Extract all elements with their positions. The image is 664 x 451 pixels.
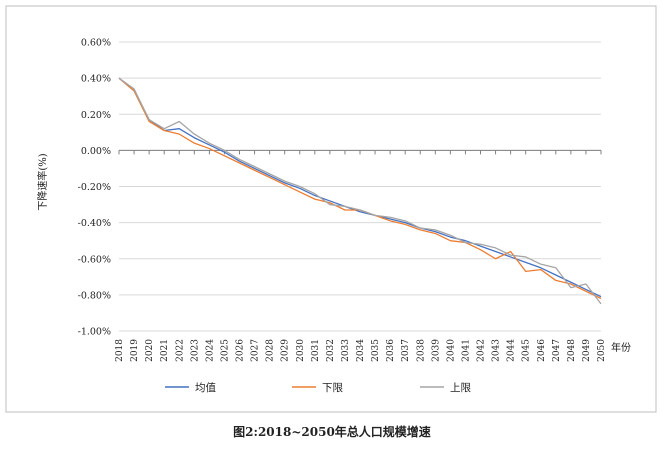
x-tick-label: 2047 [552,339,562,362]
x-tick-label: 2037 [401,339,411,362]
y-axis-title: 下降速率(%) [36,153,49,210]
x-tick-label: 2023 [190,339,200,362]
chart-border [5,5,657,413]
x-tick-label: 2042 [477,339,487,362]
x-tick-label: 2040 [446,339,456,362]
x-tick-label: 2022 [175,339,185,362]
gridlines [119,41,601,332]
x-tick-label: 2035 [371,339,381,362]
x-tick-label: 2043 [492,339,502,362]
x-tick-label: 2026 [236,339,246,362]
y-tick-label: 0.00% [81,146,111,157]
x-tick-label: 2028 [266,339,276,362]
x-tick-label: 2025 [220,339,230,362]
x-tick-label: 2048 [567,339,577,362]
x-tick-label: 2044 [507,339,517,362]
legend-label: 上限 [450,382,471,394]
figure-caption: 图2:2018~2050年总人口规模增速 [233,424,431,439]
x-tick-label: 2018 [115,339,125,362]
x-tick-label: 2032 [326,339,336,362]
x-tick-label: 2046 [537,339,547,362]
x-tick-label: 2038 [416,339,426,362]
y-tick-label: -1.00% [78,327,111,338]
series-lines [118,77,602,305]
y-tick-label: -0.60% [78,254,111,265]
series-line-a5a5a5 [118,77,602,305]
y-tick-label: -0.40% [78,218,111,229]
x-tick-label: 2021 [160,339,170,362]
x-tick-label: 2027 [251,339,261,362]
x-tick-label: 2019 [130,339,140,362]
x-tick-label: 2024 [205,339,215,362]
legend-label: 下限 [322,382,343,394]
x-tick-label: 2033 [341,339,351,362]
y-tick-label: 0.60% [81,38,111,49]
x-tick-label: 2050 [597,339,607,362]
x-tick-label: 2045 [522,339,532,362]
x-tick-label: 2034 [356,339,366,362]
y-tick-label: 0.40% [81,74,111,85]
axes: 0.60% 0.40% 0.20% 0.00% -0.20% -0.40% -0.60% -0… [78,38,607,362]
x-tick-label: 2031 [311,339,321,362]
legend: 均值 下限 上限 [165,381,471,394]
x-tick-label: 2049 [582,339,592,362]
x-tick-label: 2036 [386,339,396,362]
x-axis-unit-label: 年份 [611,341,631,354]
x-tick-label: 2029 [281,339,291,362]
x-tick-label: 2041 [461,339,471,362]
y-tick-label: 0.20% [81,110,111,121]
legend-label: 均值 [195,381,216,394]
x-tick-label: 2030 [296,339,306,362]
y-tick-label: -0.80% [78,290,111,301]
x-tick-label: 2020 [145,339,155,362]
x-tick-label: 2039 [431,339,441,362]
series-line-4472c4 [118,77,602,298]
y-tick-label: -0.20% [78,182,111,193]
